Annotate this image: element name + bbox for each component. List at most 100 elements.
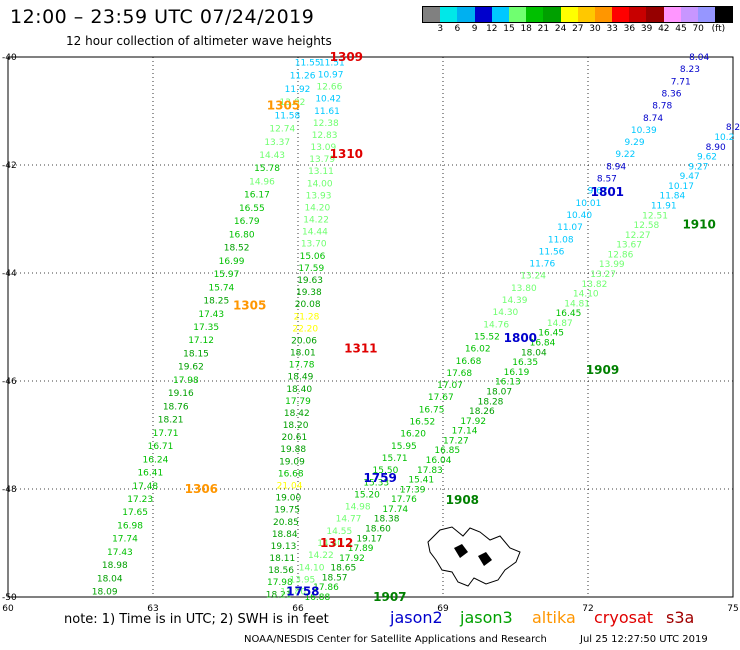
wave-height-value: 17.98	[267, 578, 293, 588]
scale-label: 30	[589, 24, 601, 34]
wave-height-value: 13.93	[306, 191, 332, 201]
wave-height-value: 17.48	[132, 482, 158, 492]
scale-label: 27	[572, 24, 584, 34]
wave-height-value: 16.88	[304, 593, 330, 603]
wave-height-value: 20.85	[273, 518, 299, 528]
scale-label: 39	[640, 24, 653, 34]
wave-height-value: 13.37	[264, 138, 290, 148]
wave-height-value: 14.20	[304, 203, 330, 213]
wave-height-value: 9.67	[588, 187, 608, 197]
pass-time-label: 1909	[586, 363, 619, 377]
wave-height-value: 13.67	[616, 241, 642, 251]
wave-height-value: 11.84	[659, 192, 685, 202]
wave-height-value: 16.02	[465, 345, 491, 355]
wave-height-value: 13.11	[308, 167, 334, 177]
wave-height-value: 10.17	[668, 182, 694, 192]
longitude-label: 72	[582, 604, 593, 614]
credit-text: NOAA/NESDIS Center for Satellite Applica…	[244, 634, 547, 645]
wave-height-value: 17.98	[173, 376, 199, 386]
wave-height-value: 17.39	[400, 485, 426, 495]
pass-time-label: 1759	[363, 471, 396, 485]
scale-unit: (ft)	[711, 24, 726, 34]
wave-height-value: 19.63	[297, 276, 323, 286]
wave-height-value: 16.45	[538, 329, 564, 339]
scale-label: 24	[554, 24, 567, 34]
wave-height-value: 16.68	[278, 469, 304, 479]
wave-height-value: 16.85	[434, 446, 460, 456]
wave-height-value: 17.12	[188, 336, 214, 346]
pass-time-label: 1312	[320, 536, 353, 550]
scale-swatch	[526, 7, 544, 22]
wave-height-value: 17.14	[452, 427, 478, 437]
wave-height-value: 20.08	[295, 300, 321, 310]
kerguelen-island-outline	[427, 526, 521, 587]
scale-label: 45	[675, 24, 687, 34]
wave-height-value: 11.51	[319, 58, 345, 68]
latitude-label: -50	[2, 593, 17, 603]
wave-height-value: 15.97	[214, 270, 240, 280]
wave-height-value: 16.99	[219, 257, 245, 267]
wave-height-value: 18.42	[284, 409, 310, 419]
wave-height-value: 18.60	[365, 524, 391, 534]
wave-height-value: 15.41	[408, 476, 434, 486]
wave-height-value: 16.41	[137, 469, 163, 479]
wave-height-value: 14.87	[547, 319, 573, 329]
wave-height-value: 14.00	[307, 179, 333, 189]
wave-height-value: 18.26	[469, 407, 495, 417]
wave-height-value: 16.52	[409, 418, 435, 428]
pass-time-label: 1305	[233, 298, 266, 312]
wave-height-value: 13.99	[599, 260, 625, 270]
wave-height-value: 11.58	[274, 111, 300, 121]
wave-height-value: 18.21	[266, 590, 292, 600]
wave-height-value: 14.30	[493, 308, 519, 318]
wave-height-value: 15.33	[363, 478, 389, 488]
wave-height-value: 9.29	[625, 138, 645, 148]
wave-height-value: 18.52	[224, 244, 250, 254]
pass-time-label: 1310	[330, 147, 363, 161]
wave-height-value: 16.80	[229, 230, 255, 240]
wave-height-value: 17.76	[391, 495, 417, 505]
wave-height-value: 17.43	[107, 548, 133, 558]
wave-height-value: 21.04	[277, 482, 303, 492]
pass-time-label: 1801	[591, 185, 624, 199]
wave-height-value: 12.27	[625, 231, 651, 241]
wave-height-value: 14.96	[249, 177, 275, 187]
scale-swatch	[680, 7, 698, 22]
wave-height-value: 18.49	[288, 373, 314, 383]
wave-height-value: 12.86	[608, 250, 634, 260]
wave-height-value: 11.55	[295, 58, 321, 68]
wave-height-value: 14.77	[336, 515, 362, 525]
wave-height-value: 17.65	[122, 508, 148, 518]
scale-swatch	[423, 7, 441, 22]
legend-jason3: jason3	[460, 608, 513, 627]
wave-height-value: 17.74	[112, 535, 138, 545]
wave-height-value: 16.75	[419, 405, 445, 415]
wave-height-value: 14.22	[308, 551, 334, 561]
pass-time-label: 1309	[330, 50, 363, 64]
wave-height-value: 14.39	[502, 296, 528, 306]
wave-height-value: 8.23	[680, 65, 700, 75]
scale-label: 9	[471, 24, 478, 34]
longitude-label: 63	[147, 604, 158, 614]
wave-height-value: 11.76	[529, 260, 555, 270]
scale-swatch	[698, 7, 716, 22]
wave-height-value: 18.57	[322, 573, 348, 583]
wave-height-value: 14.40	[317, 539, 343, 549]
scale-swatch	[560, 7, 578, 22]
wave-height-value: 12.74	[269, 125, 295, 135]
wave-height-value: 11.91	[651, 202, 677, 212]
wave-height-value: 19.00	[275, 494, 301, 504]
wave-height-value: 18.84	[272, 530, 298, 540]
wave-height-value: 7.71	[671, 77, 691, 87]
wave-height-value: 17.74	[382, 505, 408, 515]
wave-height-value: 18.98	[102, 561, 128, 571]
wave-height-value: 14.98	[345, 503, 371, 513]
color-scale-labels: 3 6 9 12 15 18 21 24 27 30 33 36 39 42 45 70 (ft)	[422, 23, 733, 35]
legend-cryosat: cryosat	[594, 608, 654, 627]
wave-height-value: 8.36	[661, 89, 681, 99]
wave-height-value: 15.71	[382, 454, 408, 464]
legend-s3a: s3a	[666, 608, 695, 627]
wave-height-value: 16.19	[504, 368, 530, 378]
wave-height-value: 9.22	[615, 150, 635, 160]
wave-height-value: 16.55	[239, 204, 265, 214]
